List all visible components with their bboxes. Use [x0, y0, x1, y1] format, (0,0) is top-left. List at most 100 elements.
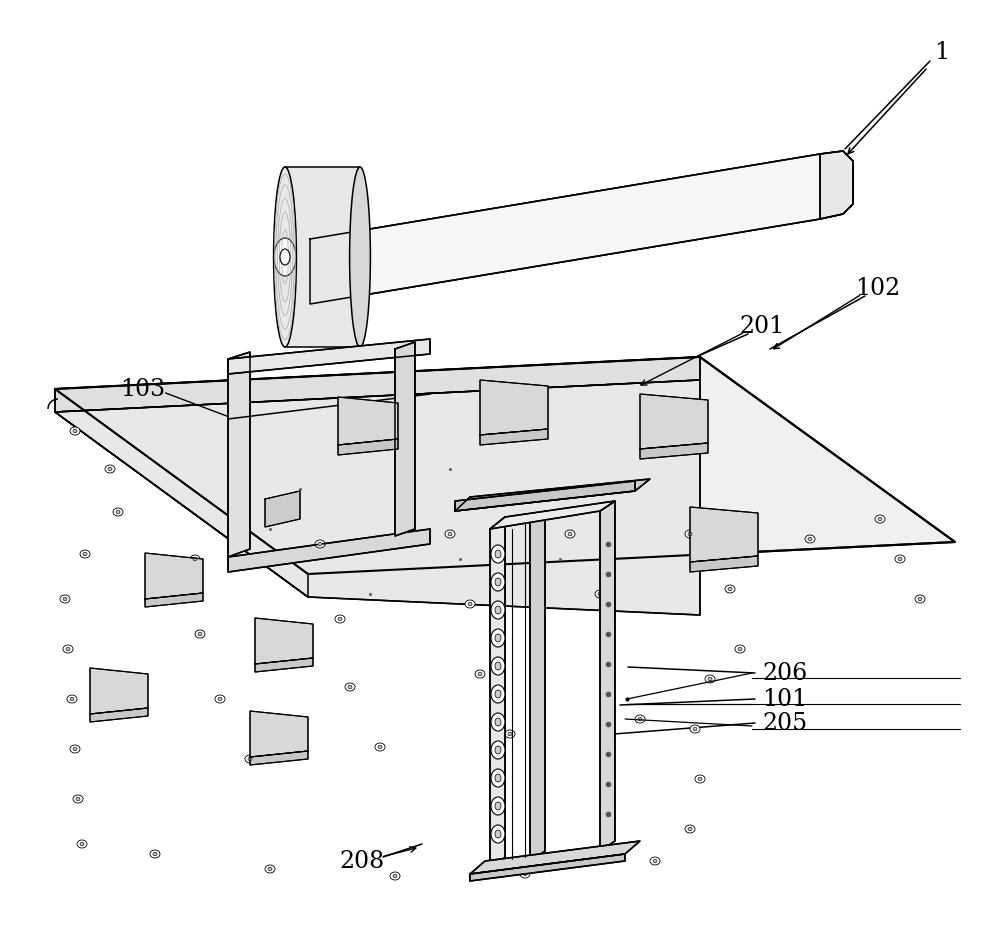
Polygon shape	[285, 168, 360, 348]
Ellipse shape	[338, 618, 342, 621]
Ellipse shape	[70, 428, 80, 435]
Ellipse shape	[448, 533, 452, 536]
Polygon shape	[480, 380, 548, 435]
Ellipse shape	[491, 601, 505, 619]
Polygon shape	[90, 668, 148, 715]
Polygon shape	[490, 518, 505, 869]
Polygon shape	[490, 501, 615, 530]
Ellipse shape	[193, 558, 197, 561]
Polygon shape	[255, 658, 313, 672]
Ellipse shape	[653, 859, 657, 863]
Ellipse shape	[688, 828, 692, 831]
Text: 103: 103	[120, 378, 166, 401]
Ellipse shape	[705, 676, 715, 683]
Ellipse shape	[491, 574, 505, 591]
Polygon shape	[90, 708, 148, 722]
Ellipse shape	[698, 778, 702, 780]
Ellipse shape	[350, 168, 370, 348]
Ellipse shape	[245, 755, 255, 763]
Text: 1: 1	[934, 41, 950, 63]
Ellipse shape	[66, 648, 70, 651]
Ellipse shape	[195, 630, 205, 638]
Polygon shape	[480, 430, 548, 445]
Ellipse shape	[520, 870, 530, 878]
Ellipse shape	[280, 250, 290, 265]
Text: 102: 102	[855, 277, 901, 299]
Ellipse shape	[495, 663, 501, 670]
Ellipse shape	[77, 840, 87, 848]
Ellipse shape	[875, 515, 885, 523]
Ellipse shape	[80, 843, 84, 845]
Ellipse shape	[215, 695, 225, 703]
Ellipse shape	[67, 695, 77, 703]
Ellipse shape	[73, 430, 77, 433]
Ellipse shape	[345, 683, 355, 691]
Ellipse shape	[598, 593, 602, 596]
Ellipse shape	[491, 769, 505, 787]
Ellipse shape	[728, 587, 732, 591]
Ellipse shape	[80, 550, 90, 559]
Ellipse shape	[274, 238, 296, 277]
Ellipse shape	[116, 510, 120, 514]
Ellipse shape	[495, 578, 501, 586]
Text: 205: 205	[762, 712, 807, 735]
Polygon shape	[600, 501, 615, 851]
Ellipse shape	[565, 531, 575, 538]
Ellipse shape	[248, 757, 252, 761]
Polygon shape	[55, 357, 700, 413]
Ellipse shape	[113, 509, 123, 517]
Ellipse shape	[375, 743, 385, 751]
Polygon shape	[470, 854, 625, 881]
Ellipse shape	[73, 747, 77, 751]
Polygon shape	[640, 394, 708, 449]
Ellipse shape	[495, 690, 501, 698]
Ellipse shape	[70, 698, 74, 701]
Polygon shape	[255, 618, 313, 664]
Ellipse shape	[805, 535, 815, 544]
Polygon shape	[265, 492, 300, 527]
Ellipse shape	[688, 533, 692, 536]
Ellipse shape	[491, 629, 505, 648]
Ellipse shape	[218, 698, 222, 701]
Ellipse shape	[635, 715, 645, 723]
Ellipse shape	[265, 865, 275, 873]
Ellipse shape	[315, 540, 325, 548]
Polygon shape	[470, 841, 640, 874]
Ellipse shape	[491, 685, 505, 703]
Ellipse shape	[378, 745, 382, 749]
Ellipse shape	[495, 635, 501, 642]
Polygon shape	[145, 553, 203, 599]
Ellipse shape	[495, 550, 501, 559]
Ellipse shape	[735, 645, 745, 653]
Ellipse shape	[508, 732, 512, 736]
Ellipse shape	[595, 590, 605, 599]
Ellipse shape	[348, 686, 352, 689]
Ellipse shape	[690, 725, 700, 733]
Ellipse shape	[198, 633, 202, 636]
Ellipse shape	[725, 586, 735, 593]
Polygon shape	[640, 444, 708, 459]
Ellipse shape	[495, 718, 501, 727]
Ellipse shape	[685, 825, 695, 833]
Ellipse shape	[915, 596, 925, 603]
Text: 208: 208	[339, 850, 385, 872]
Ellipse shape	[495, 606, 501, 614]
Ellipse shape	[63, 645, 73, 653]
Ellipse shape	[685, 531, 695, 538]
Ellipse shape	[478, 673, 482, 676]
Ellipse shape	[108, 468, 112, 471]
Ellipse shape	[150, 850, 160, 858]
Ellipse shape	[468, 602, 472, 606]
Ellipse shape	[491, 657, 505, 676]
Polygon shape	[395, 342, 415, 536]
Polygon shape	[455, 482, 635, 511]
Polygon shape	[455, 480, 650, 511]
Ellipse shape	[650, 857, 660, 865]
Ellipse shape	[76, 797, 80, 801]
Polygon shape	[690, 508, 758, 562]
Ellipse shape	[605, 655, 615, 664]
Text: 206: 206	[762, 662, 807, 685]
Polygon shape	[55, 390, 308, 598]
Ellipse shape	[693, 728, 697, 731]
Ellipse shape	[83, 553, 87, 556]
